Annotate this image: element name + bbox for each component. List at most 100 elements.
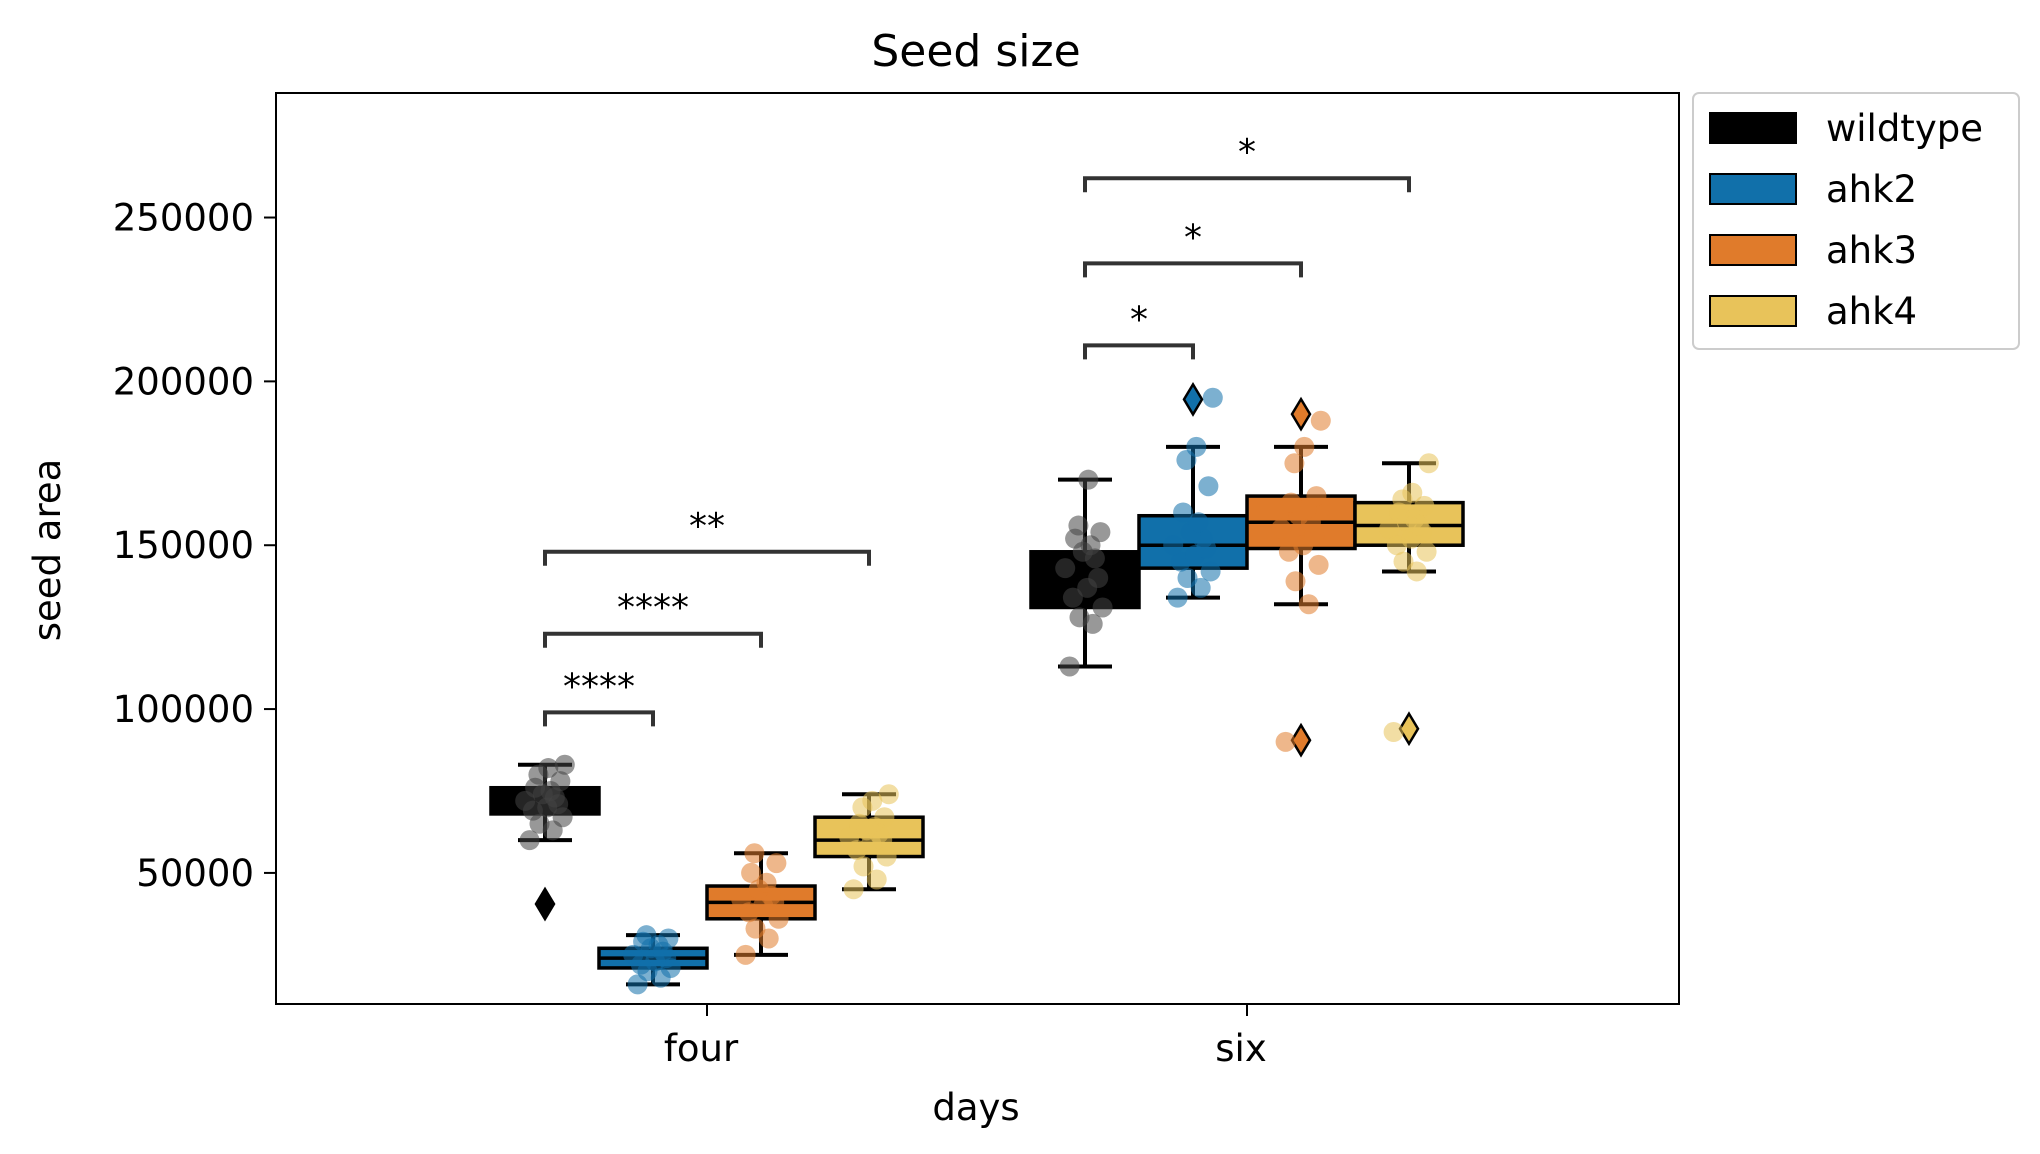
data-point — [1310, 410, 1331, 431]
data-point — [1393, 551, 1414, 572]
significance-bracket: **** — [543, 588, 763, 648]
bracket-line — [1083, 176, 1411, 193]
box-ahk2-four — [597, 925, 709, 995]
data-point — [1186, 436, 1207, 457]
data-point — [866, 869, 887, 890]
data-point — [1167, 587, 1188, 608]
significance-label: ** — [689, 506, 725, 547]
legend-swatch — [1709, 295, 1797, 327]
significance-bracket: * — [1083, 299, 1195, 360]
significance-label: * — [1238, 132, 1256, 173]
significance-bracket: ** — [543, 506, 871, 566]
significance-bracket: **** — [543, 666, 655, 727]
data-point — [741, 862, 762, 883]
data-point — [731, 889, 752, 910]
significance-bracket: * — [1083, 217, 1303, 278]
x-tick-label: four — [664, 1027, 739, 1070]
data-point — [849, 813, 870, 834]
outlier-point — [1182, 381, 1204, 417]
box-ahk4-six — [1353, 453, 1465, 747]
data-point — [1306, 486, 1327, 507]
data-point — [735, 944, 756, 965]
data-point — [1202, 387, 1223, 408]
data-point — [1275, 731, 1296, 752]
data-point — [1069, 607, 1090, 628]
data-point — [1271, 518, 1292, 539]
box-wildtype-four — [489, 754, 601, 922]
data-point — [1188, 512, 1209, 533]
data-point — [658, 928, 679, 949]
legend-entry: ahk4 — [1826, 290, 1917, 333]
data-point — [1055, 558, 1076, 579]
y-axis-label: seed area — [26, 459, 69, 642]
data-point — [1414, 495, 1435, 516]
data-point — [1163, 535, 1184, 556]
outlier-point — [1398, 711, 1420, 747]
legend: wildtype ahk2 ahk3 ahk4 — [1692, 92, 2020, 350]
data-point — [1418, 453, 1439, 474]
data-point — [1062, 587, 1083, 608]
data-point — [1177, 567, 1198, 588]
data-point — [1285, 571, 1306, 592]
data-point — [1198, 476, 1219, 497]
data-point — [766, 853, 787, 874]
box-ahk4-four — [813, 784, 925, 900]
y-tick-label: 50000 — [136, 852, 254, 895]
data-point — [519, 830, 540, 851]
data-point — [550, 771, 571, 792]
legend-swatch — [1709, 173, 1797, 205]
data-point — [853, 856, 874, 877]
data-point — [554, 754, 575, 775]
data-point — [878, 784, 899, 805]
data-point — [538, 758, 559, 779]
data-point — [1294, 436, 1315, 457]
data-point — [1078, 469, 1099, 490]
data-point — [1402, 482, 1423, 503]
significance-label: **** — [617, 588, 689, 629]
data-point — [1200, 561, 1221, 582]
box-ahk3-four — [705, 843, 817, 965]
x-tick-label: six — [1215, 1027, 1266, 1070]
data-point — [1092, 597, 1113, 618]
box-wildtype-six — [1029, 469, 1141, 677]
y-tick-label: 250000 — [113, 197, 254, 240]
legend-entry: wildtype — [1826, 107, 1983, 150]
data-point — [843, 879, 864, 900]
data-point — [1068, 515, 1089, 536]
outlier-point — [534, 886, 556, 922]
bracket-line — [543, 631, 763, 648]
data-point — [862, 790, 883, 811]
data-point — [1383, 722, 1404, 743]
data-point — [1416, 541, 1437, 562]
chart-title: Seed size — [871, 26, 1080, 77]
data-point — [874, 807, 895, 828]
bracket-line — [1083, 343, 1195, 360]
outlier-point — [1290, 396, 1312, 432]
data-point — [876, 846, 897, 867]
legend-entry: ahk2 — [1826, 168, 1917, 211]
legend-swatch — [1709, 112, 1797, 144]
data-point — [1379, 518, 1400, 539]
data-point — [1298, 594, 1319, 615]
y-tick-label: 200000 — [113, 360, 254, 403]
data-point — [1088, 567, 1109, 588]
data-point — [1059, 656, 1080, 677]
legend-frame — [1692, 92, 2020, 350]
data-point — [745, 918, 766, 939]
data-point — [768, 908, 789, 929]
data-point — [1284, 453, 1305, 474]
box-ahk3-six — [1245, 396, 1357, 758]
bracket-line — [543, 549, 871, 566]
data-point — [1173, 502, 1194, 523]
y-tick-label: 150000 — [113, 524, 254, 567]
significance-bracket: * — [1083, 132, 1411, 193]
data-point — [744, 843, 765, 864]
significance-label: * — [1130, 299, 1148, 340]
outlier-point — [1290, 722, 1312, 758]
data-point — [1281, 492, 1302, 513]
box-ahk2-six — [1137, 381, 1249, 608]
significance-label: * — [1184, 217, 1202, 258]
